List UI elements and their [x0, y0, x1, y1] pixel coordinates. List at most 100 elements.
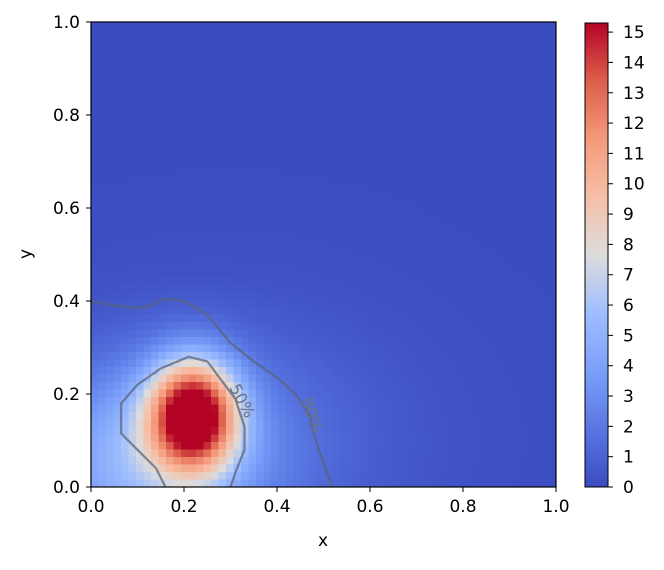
- heatmap-cell: [391, 52, 400, 61]
- heatmap-cell: [181, 127, 190, 136]
- heatmap-cell: [421, 337, 430, 346]
- heatmap-cell: [248, 367, 257, 376]
- heatmap-cell: [376, 44, 385, 53]
- heatmap-cell: [293, 134, 302, 143]
- heatmap-cell: [458, 382, 467, 391]
- heatmap-cell: [278, 322, 287, 331]
- heatmap-cell: [316, 142, 325, 151]
- heatmap-cell: [286, 292, 295, 301]
- heatmap-cell: [143, 134, 152, 143]
- heatmap-cell: [181, 442, 190, 451]
- heatmap-cell: [458, 112, 467, 121]
- heatmap-cell: [481, 419, 490, 428]
- heatmap-cell: [383, 389, 392, 398]
- heatmap-cell: [308, 464, 317, 473]
- heatmap-cell: [196, 217, 205, 226]
- heatmap-cell: [263, 29, 272, 38]
- heatmap-cell: [278, 112, 287, 121]
- heatmap-cell: [113, 202, 122, 211]
- heatmap-cell: [271, 52, 280, 61]
- heatmap-cell: [98, 337, 107, 346]
- heatmap-cell: [443, 247, 452, 256]
- heatmap-cell: [293, 329, 302, 338]
- heatmap-cell: [151, 397, 160, 406]
- heatmap-cell: [173, 479, 182, 487]
- heatmap-cell: [98, 389, 107, 398]
- heatmap-cell: [466, 202, 475, 211]
- heatmap-cell: [526, 149, 535, 158]
- heatmap-cell: [188, 119, 197, 128]
- heatmap-cell: [271, 104, 280, 113]
- heatmap-cell: [361, 419, 370, 428]
- heatmap-cell: [503, 344, 512, 353]
- heatmap-cell: [548, 119, 556, 128]
- heatmap-cell: [406, 389, 415, 398]
- heatmap-cell: [158, 239, 167, 248]
- heatmap-cell: [481, 427, 490, 436]
- heatmap-cell: [263, 134, 272, 143]
- heatmap-cell: [293, 172, 302, 181]
- heatmap-cell: [376, 127, 385, 136]
- heatmap-cell: [121, 97, 130, 106]
- heatmap-cell: [158, 269, 167, 278]
- heatmap-cell: [248, 44, 257, 53]
- heatmap-cell: [181, 89, 190, 98]
- heatmap-cell: [308, 479, 317, 487]
- heatmap-cell: [488, 22, 497, 31]
- heatmap-cell: [383, 329, 392, 338]
- heatmap-cell: [436, 134, 445, 143]
- heatmap-cell: [541, 389, 550, 398]
- heatmap-cell: [488, 172, 497, 181]
- heatmap-cell: [248, 127, 257, 136]
- heatmap-cell: [151, 374, 160, 383]
- heatmap-cell: [428, 142, 437, 151]
- heatmap-cell: [458, 397, 467, 406]
- heatmap-cell: [113, 352, 122, 361]
- heatmap-cell: [398, 299, 407, 308]
- heatmap-cell: [301, 142, 310, 151]
- heatmap-cell: [383, 67, 392, 76]
- heatmap-cell: [451, 44, 460, 53]
- heatmap-cell: [263, 427, 272, 436]
- heatmap-cell: [346, 187, 355, 196]
- heatmap-cell: [293, 89, 302, 98]
- heatmap-cell: [436, 29, 445, 38]
- heatmap-cell: [376, 134, 385, 143]
- heatmap-cell: [91, 74, 100, 83]
- heatmap-cell: [473, 284, 482, 293]
- heatmap-cell: [526, 277, 535, 286]
- heatmap-cell: [398, 427, 407, 436]
- heatmap-cell: [308, 209, 317, 218]
- heatmap-cell: [413, 412, 422, 421]
- heatmap-cell: [361, 22, 370, 31]
- heatmap-cell: [271, 202, 280, 211]
- heatmap-cell: [406, 232, 415, 241]
- heatmap-cell: [518, 464, 527, 473]
- heatmap-cell: [466, 187, 475, 196]
- heatmap-cell: [361, 382, 370, 391]
- heatmap-cell: [308, 239, 317, 248]
- heatmap-cell: [451, 112, 460, 121]
- heatmap-cell: [398, 442, 407, 451]
- heatmap-cell: [421, 232, 430, 241]
- heatmap-cell: [511, 254, 520, 263]
- heatmap-cell: [526, 397, 535, 406]
- heatmap-cell: [301, 419, 310, 428]
- heatmap-cell: [496, 427, 505, 436]
- heatmap-cell: [158, 307, 167, 316]
- heatmap-cell: [211, 412, 220, 421]
- heatmap-cell: [488, 382, 497, 391]
- heatmap-cell: [488, 374, 497, 383]
- heatmap-cell: [173, 59, 182, 68]
- heatmap-cell: [158, 314, 167, 323]
- heatmap-cell: [233, 127, 242, 136]
- heatmap-cell: [286, 187, 295, 196]
- heatmap-cell: [406, 142, 415, 151]
- heatmap-cell: [481, 52, 490, 61]
- heatmap-cell: [376, 74, 385, 83]
- heatmap-cell: [443, 172, 452, 181]
- heatmap-cell: [113, 254, 122, 263]
- heatmap-cell: [383, 367, 392, 376]
- heatmap-cell: [496, 262, 505, 271]
- heatmap-cell: [91, 67, 100, 76]
